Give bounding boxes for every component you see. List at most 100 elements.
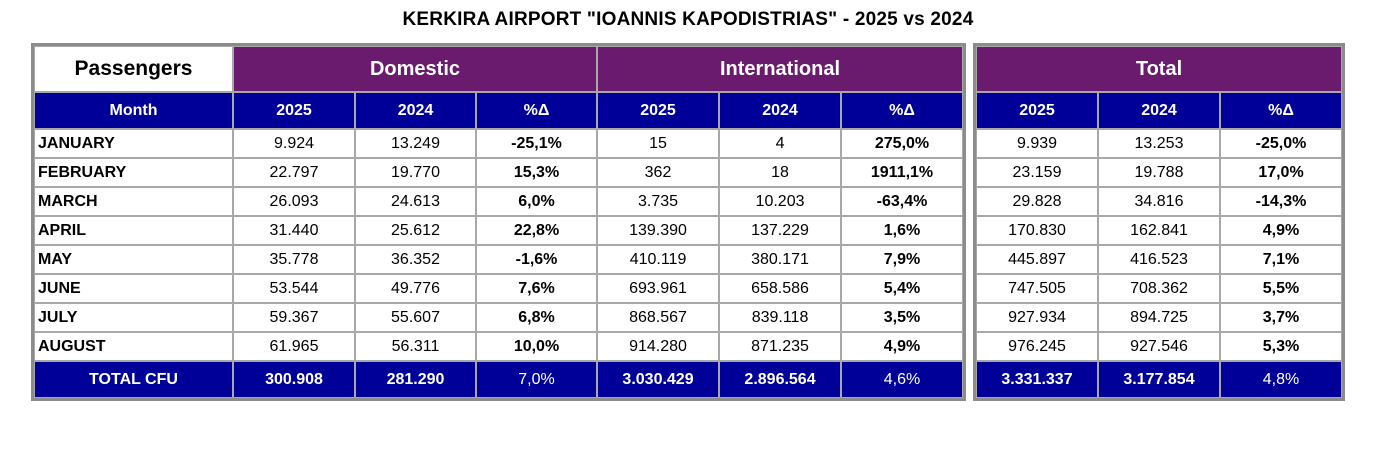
domestic-pct-cell: 7,6% (474, 273, 599, 304)
international-pct-cell: 7,9% (840, 244, 965, 275)
grand-total-row: 3.331.337 3.177.854 4,8% (975, 360, 1344, 399)
domestic-2024-cell: 25.612 (354, 215, 477, 246)
total-pct-cell: 3,7% (1218, 302, 1344, 333)
table-row: 976.245 927.546 5,3% (975, 331, 1344, 362)
month-cell: MARCH (33, 186, 234, 217)
domestic-2024-cell: 24.613 (354, 186, 477, 217)
table-row: JANUARY 9.924 13.249 -25,1% 15 4 275,0% (33, 128, 965, 159)
domestic-2024-cell: 56.311 (354, 331, 477, 362)
total-pct-cell: 5,3% (1218, 331, 1344, 362)
table-row: 445.897 416.523 7,1% (975, 244, 1344, 275)
total-2025-cell: 927.934 (975, 302, 1099, 333)
total-label: TOTAL CFU (33, 360, 234, 399)
total-2024-cell: 894.725 (1097, 302, 1221, 333)
international-2025-cell: 914.280 (596, 331, 721, 362)
passengers-header: Passengers (33, 45, 234, 93)
total-international-pct: 4,6% (840, 360, 965, 399)
international-2025-cell: 693.961 (596, 273, 721, 304)
domestic-2024-cell: 55.607 (354, 302, 477, 333)
international-pct-cell: 3,5% (840, 302, 965, 333)
total-2025-cell: 29.828 (975, 186, 1099, 217)
total-pct-cell: 7,1% (1218, 244, 1344, 275)
international-pct-cell: 1,6% (840, 215, 965, 246)
total-2025-cell: 23.159 (975, 157, 1099, 188)
international-2025-cell: 362 (596, 157, 721, 188)
domestic-2025-cell: 22.797 (232, 157, 356, 188)
month-cell: JUNE (33, 273, 234, 304)
grand-total-pct: 4,8% (1218, 360, 1344, 399)
international-2024-header: 2024 (718, 91, 843, 130)
international-pct-cell: 4,9% (840, 331, 965, 362)
table-row: FEBRUARY 22.797 19.770 15,3% 362 18 1911,1% (33, 157, 965, 188)
international-2024-cell: 839.118 (718, 302, 843, 333)
total-2025-cell: 747.505 (975, 273, 1099, 304)
total-domestic-pct: 7,0% (474, 360, 599, 399)
international-pct-cell: 1911,1% (840, 157, 965, 188)
domestic-international-table: Passengers Domestic International Month … (30, 43, 967, 401)
international-header: International (596, 45, 965, 93)
international-2024-cell: 137.229 (718, 215, 843, 246)
domestic-pct-cell: -25,1% (474, 128, 599, 159)
table-row: JULY 59.367 55.607 6,8% 868.567 839.118 3,5% (33, 302, 965, 333)
total-pct-cell: 4,9% (1218, 215, 1344, 246)
international-2025-cell: 3.735 (596, 186, 721, 217)
total-domestic-2025: 300.908 (232, 360, 356, 399)
total-2024-cell: 13.253 (1097, 128, 1221, 159)
total-2025-header: 2025 (975, 91, 1099, 130)
month-column-header: Month (33, 91, 234, 130)
total-international-2024: 2.896.564 (718, 360, 843, 399)
total-2024-cell: 927.546 (1097, 331, 1221, 362)
month-cell: JANUARY (33, 128, 234, 159)
international-pct-header: %Δ (840, 91, 965, 130)
total-2024-cell: 162.841 (1097, 215, 1221, 246)
total-2025-cell: 976.245 (975, 331, 1099, 362)
international-2025-cell: 15 (596, 128, 721, 159)
international-2025-cell: 868.567 (596, 302, 721, 333)
domestic-2025-cell: 59.367 (232, 302, 356, 333)
total-pct-cell: -14,3% (1218, 186, 1344, 217)
total-pct-cell: -25,0% (1218, 128, 1344, 159)
total-2024-header: 2024 (1097, 91, 1221, 130)
domestic-2024-cell: 19.770 (354, 157, 477, 188)
domestic-2024-header: 2024 (354, 91, 477, 130)
domestic-2025-cell: 61.965 (232, 331, 356, 362)
domestic-2025-cell: 26.093 (232, 186, 356, 217)
domestic-pct-cell: 6,8% (474, 302, 599, 333)
month-cell: MAY (33, 244, 234, 275)
total-row: TOTAL CFU 300.908 281.290 7,0% 3.030.429… (33, 360, 965, 399)
page-title: KERKIRA AIRPORT "IOANNIS KAPODISTRIAS" -… (402, 9, 974, 30)
domestic-pct-cell: 15,3% (474, 157, 599, 188)
domestic-pct-cell: 22,8% (474, 215, 599, 246)
total-2024-cell: 34.816 (1097, 186, 1221, 217)
total-2024-cell: 19.788 (1097, 157, 1221, 188)
international-pct-cell: 5,4% (840, 273, 965, 304)
total-table: Total 2025 2024 %Δ 9.939 13.253 -25,0% 23.1… (972, 43, 1346, 401)
total-international-2025: 3.030.429 (596, 360, 721, 399)
total-pct-cell: 5,5% (1218, 273, 1344, 304)
international-2024-cell: 10.203 (718, 186, 843, 217)
total-2024-cell: 416.523 (1097, 244, 1221, 275)
total-2025-cell: 170.830 (975, 215, 1099, 246)
domestic-pct-cell: 10,0% (474, 331, 599, 362)
table-row: 927.934 894.725 3,7% (975, 302, 1344, 333)
month-cell: FEBRUARY (33, 157, 234, 188)
domestic-pct-header: %Δ (474, 91, 599, 130)
international-2025-header: 2025 (596, 91, 721, 130)
international-pct-cell: 275,0% (840, 128, 965, 159)
international-2024-cell: 18 (718, 157, 843, 188)
grand-total-2025: 3.331.337 (975, 360, 1099, 399)
table-row: 23.159 19.788 17,0% (975, 157, 1344, 188)
table-row: MARCH 26.093 24.613 6,0% 3.735 10.203 -63,4% (33, 186, 965, 217)
table-row: 29.828 34.816 -14,3% (975, 186, 1344, 217)
international-2025-cell: 410.119 (596, 244, 721, 275)
domestic-2024-cell: 36.352 (354, 244, 477, 275)
table-row: MAY 35.778 36.352 -1,6% 410.119 380.171 7,9% (33, 244, 965, 275)
table-row: 747.505 708.362 5,5% (975, 273, 1344, 304)
total-pct-cell: 17,0% (1218, 157, 1344, 188)
table-row: JUNE 53.544 49.776 7,6% 693.961 658.586 5,4% (33, 273, 965, 304)
international-pct-cell: -63,4% (840, 186, 965, 217)
domestic-2025-cell: 35.778 (232, 244, 356, 275)
international-2024-cell: 4 (718, 128, 843, 159)
table-row: AUGUST 61.965 56.311 10,0% 914.280 871.235 4,9… (33, 331, 965, 362)
domestic-2024-cell: 49.776 (354, 273, 477, 304)
